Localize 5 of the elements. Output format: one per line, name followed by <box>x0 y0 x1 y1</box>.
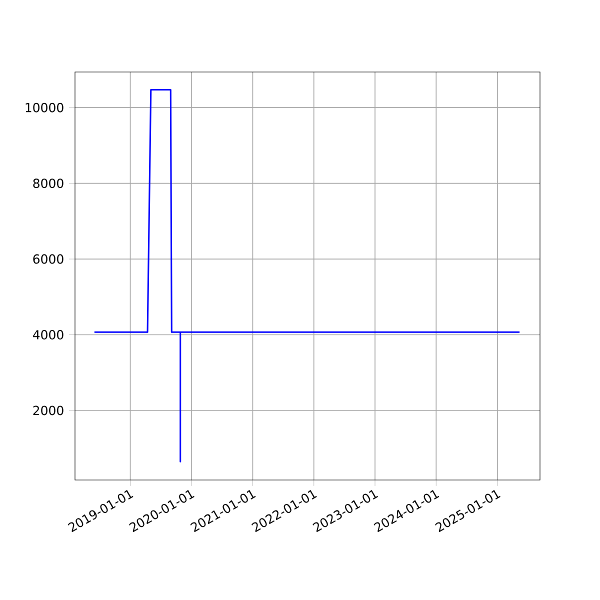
y-tick-label: 10000 <box>26 102 64 112</box>
y-tick-label: 6000 <box>33 254 64 264</box>
y-tick-label: 4000 <box>32 330 64 340</box>
y-tick-label: 8000 <box>33 178 64 188</box>
y-tick-label: 2000 <box>33 406 64 416</box>
